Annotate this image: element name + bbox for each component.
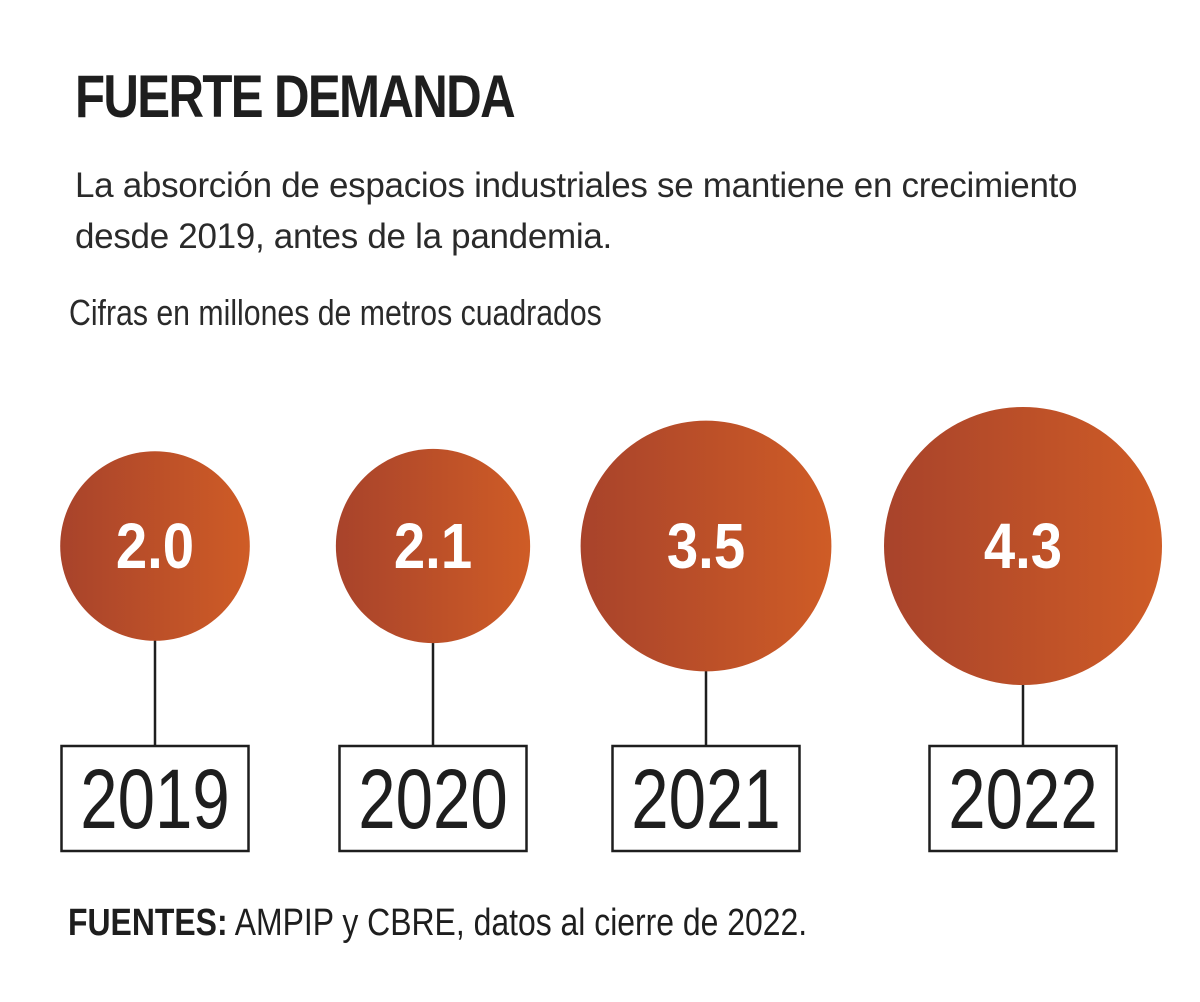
units-note: Cifras en millones de metros cuadrados: [69, 292, 602, 333]
source-note: FUENTES: AMPIP y CBRE, datos al cierre d…: [68, 902, 807, 945]
chart-title: FUERTE DEMANDA: [75, 63, 516, 130]
value-label: 3.5: [667, 510, 745, 582]
value-label: 2.0: [116, 510, 194, 582]
bubble-2020: [335, 448, 531, 644]
year-label: 2022: [948, 753, 1097, 847]
source-text: AMPIP y CBRE, datos al cierre de 2022.: [227, 902, 808, 944]
source-lead: FUENTES:: [68, 902, 228, 944]
chart-subtitle: La absorción de espacios industriales se…: [75, 166, 1078, 256]
year-box: [60, 744, 250, 853]
year-box: [338, 744, 528, 853]
year-label: 2019: [80, 753, 229, 847]
bubble-2022: [884, 407, 1162, 685]
value-label: 2.1: [394, 510, 472, 582]
year-label: 2020: [358, 753, 507, 847]
bubble-2019: [60, 451, 250, 641]
year-box: [611, 744, 801, 853]
year-label: 2021: [631, 753, 780, 847]
value-label: 4.3: [984, 510, 1062, 582]
year-box: [928, 744, 1118, 853]
bubble-2021: [580, 420, 832, 672]
